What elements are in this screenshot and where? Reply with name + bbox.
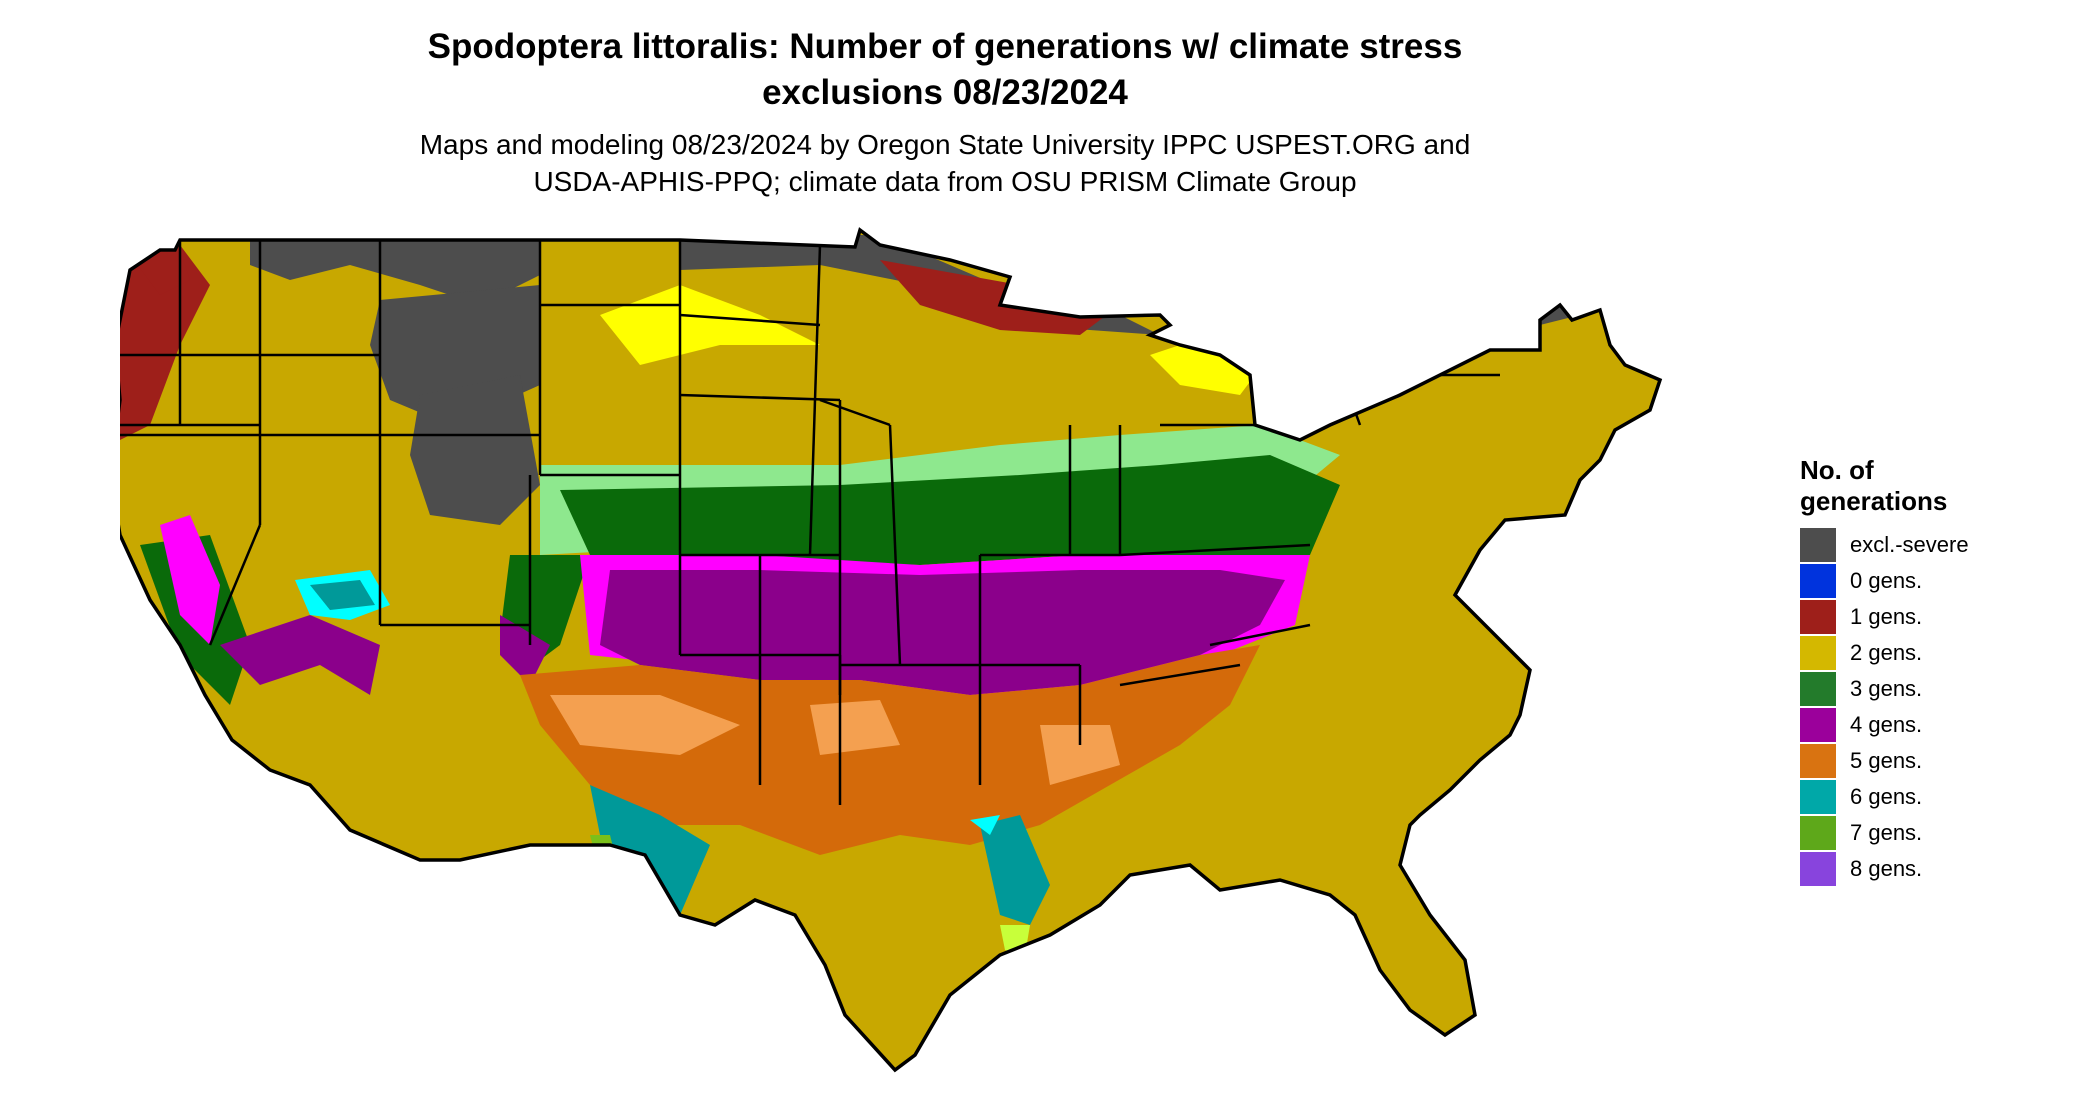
zone-4-gens-new-mexico <box>500 615 550 685</box>
legend-swatch <box>1800 600 1836 634</box>
zone-5-gens-light-texas <box>550 695 740 755</box>
legend-title-line2: generations <box>1800 486 1948 516</box>
zone-excl-severe-northern-rockies <box>250 235 540 305</box>
legend-label: 5 gens. <box>1850 748 1923 773</box>
map-subtitle: Maps and modeling 08/23/2024 by Oregon S… <box>290 126 1600 200</box>
state-border-line <box>1209 623 1311 647</box>
zone-4-gens-light-california <box>160 515 220 645</box>
zone-5-gens-light-louisiana <box>810 700 900 755</box>
map-title: Spodoptera littoralis: Number of generat… <box>290 24 1600 116</box>
legend-item: 0 gens. <box>1800 563 1969 599</box>
zone-1-gen-pacific-northwest <box>120 245 210 445</box>
legend-swatch <box>1800 528 1836 562</box>
zone-3-gens-belt <box>560 455 1340 565</box>
zone-6-gens-arizona <box>310 580 375 610</box>
legend-item: 3 gens. <box>1800 671 1969 707</box>
zone-5-gens-light-georgia <box>1040 725 1120 785</box>
zone-excl-severe-maine <box>1500 235 1580 325</box>
legend-label: 3 gens. <box>1850 676 1923 701</box>
legend-items: excl.-severe 0 gens. 1 gens. 2 gens. 3 gens.… <box>1800 527 1969 887</box>
zone-6-gens-south-texas <box>590 785 710 915</box>
zone-5-gens-gulf-belt <box>520 645 1260 855</box>
state-border-line <box>1259 313 1321 327</box>
legend-title: No. of generations <box>1800 455 1969 517</box>
legend-label: 1 gens. <box>1850 604 1923 629</box>
zone-6-gens-florida <box>980 815 1050 925</box>
map-title-line2: exclusions 08/23/2024 <box>762 73 1128 112</box>
legend-swatch <box>1800 564 1836 598</box>
us-generations-map <box>120 228 1662 1072</box>
legend-item: 5 gens. <box>1800 743 1969 779</box>
zone-1-gen-great-lakes <box>880 260 1120 335</box>
state-border-line <box>1318 314 1362 426</box>
state-border-line <box>1119 663 1241 687</box>
legend-item: 7 gens. <box>1800 815 1969 851</box>
legend-swatch <box>1800 636 1836 670</box>
state-border-line <box>888 424 902 666</box>
zone-excl-severe-colorado <box>410 375 540 525</box>
zone-6-gens-light-florida <box>970 815 1000 835</box>
legend-label: 7 gens. <box>1850 820 1923 845</box>
legend-label: 4 gens. <box>1850 712 1923 737</box>
legend-swatch <box>1800 744 1836 778</box>
legend-swatch <box>1800 780 1836 814</box>
legend-item: 6 gens. <box>1800 779 1969 815</box>
legend-swatch <box>1800 672 1836 706</box>
legend-item: 4 gens. <box>1800 707 1969 743</box>
map-title-line1: Spodoptera littoralis: Number of generat… <box>427 27 1463 66</box>
legend-label: 6 gens. <box>1850 784 1923 809</box>
legend-label: 8 gens. <box>1850 856 1923 881</box>
legend-item: 1 gens. <box>1800 599 1969 635</box>
legend-swatch <box>1800 708 1836 742</box>
zone-4-gens-southwest <box>220 615 380 695</box>
legend-title-line1: No. of <box>1800 455 1874 485</box>
legend: No. of generations excl.-severe 0 gens. 1 … <box>1800 455 1969 887</box>
legend-label: 0 gens. <box>1850 568 1923 593</box>
map-subtitle-line2: USDA-APHIS-PPQ; climate data from OSU PR… <box>533 166 1357 197</box>
legend-item: 2 gens. <box>1800 635 1969 671</box>
state-border-line <box>819 398 891 427</box>
state-border-line <box>1119 543 1311 557</box>
legend-item: excl.-severe <box>1800 527 1969 563</box>
state-border-line <box>679 313 821 327</box>
map-subtitle-line1: Maps and modeling 08/23/2024 by Oregon S… <box>419 129 1471 160</box>
zone-4-gens-band <box>600 570 1285 695</box>
state-border-line <box>208 524 262 646</box>
legend-swatch <box>1800 852 1836 886</box>
legend-label: excl.-severe <box>1850 532 1969 557</box>
legend-item: 8 gens. <box>1800 851 1969 887</box>
legend-swatch <box>1800 816 1836 850</box>
state-borders <box>120 240 1500 805</box>
state-border-line <box>679 393 841 402</box>
legend-label: 2 gens. <box>1850 640 1923 665</box>
